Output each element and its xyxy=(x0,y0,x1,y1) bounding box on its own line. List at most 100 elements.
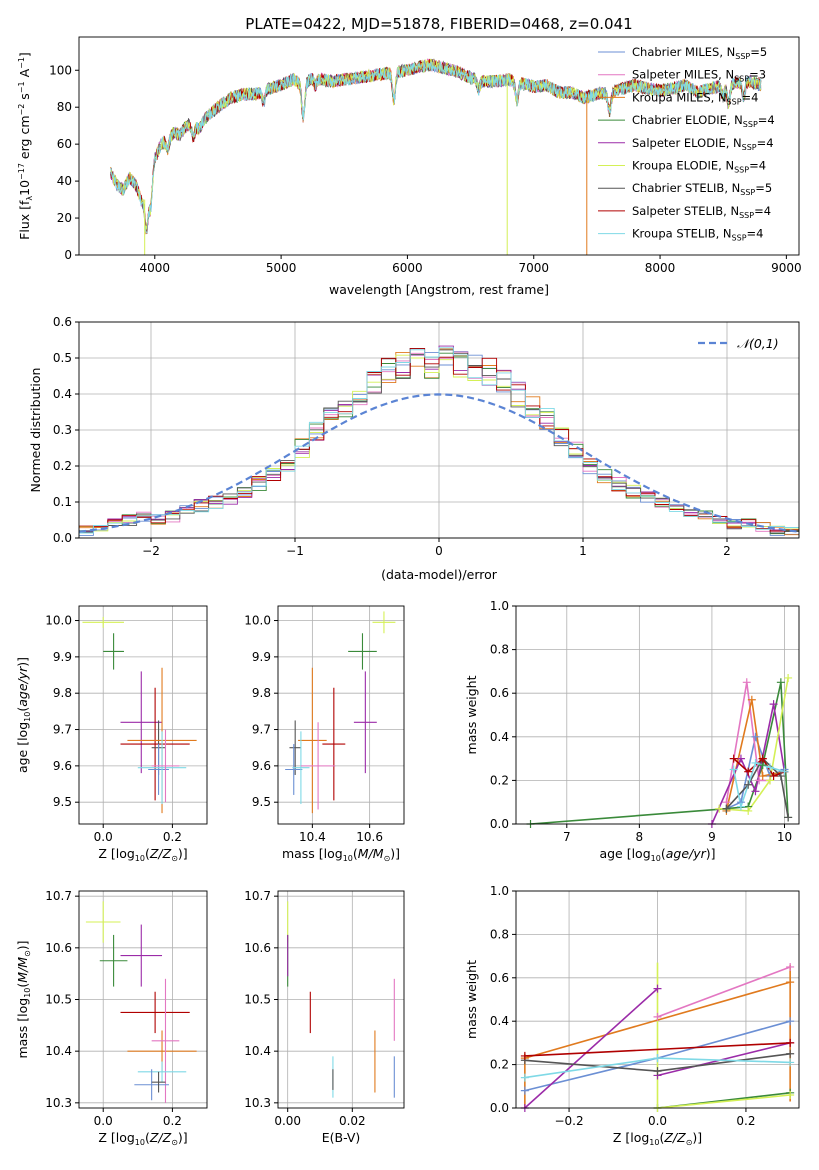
weight-marker xyxy=(653,1054,662,1063)
x-tick-label: 0.2 xyxy=(736,1114,755,1128)
weight-marker xyxy=(755,776,764,785)
histogram-steps xyxy=(79,347,799,538)
y-tick-label: 20 xyxy=(57,211,72,225)
weight-marker xyxy=(776,772,785,781)
y-tick-label: 0.0 xyxy=(53,531,72,545)
y-tick-label: 0.4 xyxy=(490,1014,509,1028)
axes-frame xyxy=(78,890,208,1109)
x-axis-label: Z [log10​(Z/Z⊙​)] xyxy=(98,1130,187,1147)
weight-marker xyxy=(784,813,793,822)
weight-marker xyxy=(786,1038,795,1047)
y-tick-label: 0.6 xyxy=(53,315,72,329)
legend-label: Chabrier MILES, NSSP​=5 xyxy=(632,45,767,61)
weight-marker xyxy=(765,763,774,772)
spectrum-line xyxy=(110,59,762,232)
weight-marker xyxy=(653,1012,662,1021)
spectrum-line xyxy=(110,60,762,234)
x-tick-label: 9000 xyxy=(771,261,802,275)
weight-marker xyxy=(747,695,756,704)
axes-frame xyxy=(78,321,800,539)
panel-spectrum: 4000 5000 6000 7000 8000 9000 0 20 40 60 80 100 Chab… xyxy=(17,36,802,297)
panels: 4000 5000 6000 7000 8000 9000020406080100Chab… xyxy=(15,36,802,1147)
legend-label: Salpeter MILES, NSSP​=3 xyxy=(632,68,766,84)
y-tick-label: 0.2 xyxy=(53,459,72,473)
y-tick-label: 0.0 xyxy=(490,1101,509,1115)
y-tick-label: 9.5 xyxy=(252,795,271,809)
weight-marker xyxy=(776,678,785,687)
plot-area xyxy=(85,901,197,1103)
y-tick-label: 0.0 xyxy=(490,817,509,831)
x-tick-label: 0.02 xyxy=(339,1114,366,1128)
plot-area xyxy=(287,901,395,1098)
x-tick-label: 0.0 xyxy=(94,1114,113,1128)
weight-marker xyxy=(736,754,745,763)
plot-area xyxy=(79,345,799,538)
weight-marker xyxy=(729,765,738,774)
y-tick-label: 1.0 xyxy=(490,884,509,898)
plot-area xyxy=(82,616,197,814)
plot-area xyxy=(110,58,762,255)
legend-label: Kroupa STELIB, NSSP​=4 xyxy=(632,227,763,243)
x-tick-label: 8 xyxy=(636,830,644,844)
axes-frame xyxy=(515,890,800,1109)
x-tick-label: 4000 xyxy=(140,261,171,275)
y-tick-label: 10.0 xyxy=(45,614,72,628)
panel-mass-weight-vs-age: 7 8 9 10 0.0 0.2 0.4 0.6 0.8 1.0 age [log10​(age/y… xyxy=(464,599,800,863)
weight-marker xyxy=(786,1049,795,1058)
panel-age-vs-mass: 10.4 10.6 9.5 9.6 9.7 9.8 9.9 10.0 mass [log10​(… xyxy=(244,605,405,863)
legend: 𝒩(0,1) xyxy=(698,336,779,351)
weight-marker xyxy=(769,772,778,781)
weight-marker xyxy=(653,984,662,993)
y-tick-label: 9.6 xyxy=(53,759,72,773)
weight-line xyxy=(657,1094,791,1108)
weight-marker xyxy=(736,802,745,811)
weight-line xyxy=(657,966,791,1018)
x-axis-label: mass [log10​(M/M⊙​)] xyxy=(282,846,400,863)
legend-label: Salpeter ELODIE, NSSP​=4 xyxy=(632,136,774,152)
y-axis-label: Flux [fλ​10−17​ erg cm−2​ s−1​ A−1​] xyxy=(17,52,34,240)
y-tick-label: 1.0 xyxy=(490,599,509,613)
axes-frame xyxy=(515,605,800,825)
x-tick-label: −0.2 xyxy=(554,1114,583,1128)
weight-marker xyxy=(780,767,789,776)
x-tick-label: 1 xyxy=(579,544,587,558)
weight-marker xyxy=(786,1017,795,1026)
y-tick-label: 60 xyxy=(57,137,72,151)
legend-label: Chabrier STELIB, NSSP​=5 xyxy=(632,181,772,197)
legend-label: Kroupa ELODIE, NSSP​=4 xyxy=(632,159,766,175)
legend-label: Salpeter STELIB, NSSP​=4 xyxy=(632,204,771,220)
panel-residuals: −2 −1 0 1 2 0.0 0.1 0.2 0.3 0.4 0.5 0.6 𝒩(0,1) (data-… xyxy=(28,315,800,582)
x-tick-label: 6000 xyxy=(392,261,423,275)
legend-label: Chabrier ELODIE, NSSP​=4 xyxy=(632,113,775,129)
y-tick-label: 10.3 xyxy=(45,1096,72,1110)
y-tick-label: 10.0 xyxy=(244,614,271,628)
axes-frame xyxy=(277,890,405,1109)
x-axis-label: age [log10​(age/yr)] xyxy=(599,846,715,863)
y-tick-label: 9.9 xyxy=(252,650,271,664)
y-tick-label: 0.2 xyxy=(490,1058,509,1072)
histogram-steps xyxy=(79,347,799,538)
x-tick-label: 0.2 xyxy=(163,1114,182,1128)
y-tick-label: 10.5 xyxy=(45,993,72,1007)
x-tick-label: 0.0 xyxy=(648,1114,667,1128)
panel-mass-vs-ebv: 0.00 0.02 10.3 10.4 10.5 10.6 10.7 E(B-V) xyxy=(244,889,405,1145)
x-axis-label: (data-model)/error xyxy=(381,567,498,582)
y-axis-label: mass weight xyxy=(464,960,479,1039)
x-tick-label: 10.6 xyxy=(356,830,383,844)
x-tick-label: 10 xyxy=(777,830,792,844)
x-tick-label: 0.0 xyxy=(94,830,113,844)
x-tick-label: 10.4 xyxy=(299,830,326,844)
weight-marker xyxy=(758,754,767,763)
panel-mass-weight-vs-Z: −0.2 0.0 0.2 0.0 0.2 0.4 0.6 0.8 1.0 Z [log10​(Z/… xyxy=(464,884,800,1147)
y-axis-label: mass weight xyxy=(464,675,479,754)
axes-frame xyxy=(78,36,800,256)
y-tick-label: 10.6 xyxy=(45,941,72,955)
weight-marker xyxy=(520,1051,529,1060)
weight-line xyxy=(524,988,659,1108)
y-tick-label: 0.8 xyxy=(490,643,509,657)
y-tick-label: 0.4 xyxy=(53,387,72,401)
y-tick-label: 0.8 xyxy=(490,927,509,941)
y-tick-label: 0.5 xyxy=(53,351,72,365)
y-tick-label: 9.8 xyxy=(252,686,271,700)
y-axis-label: mass [log10​(M/M⊙​)] xyxy=(15,940,32,1058)
